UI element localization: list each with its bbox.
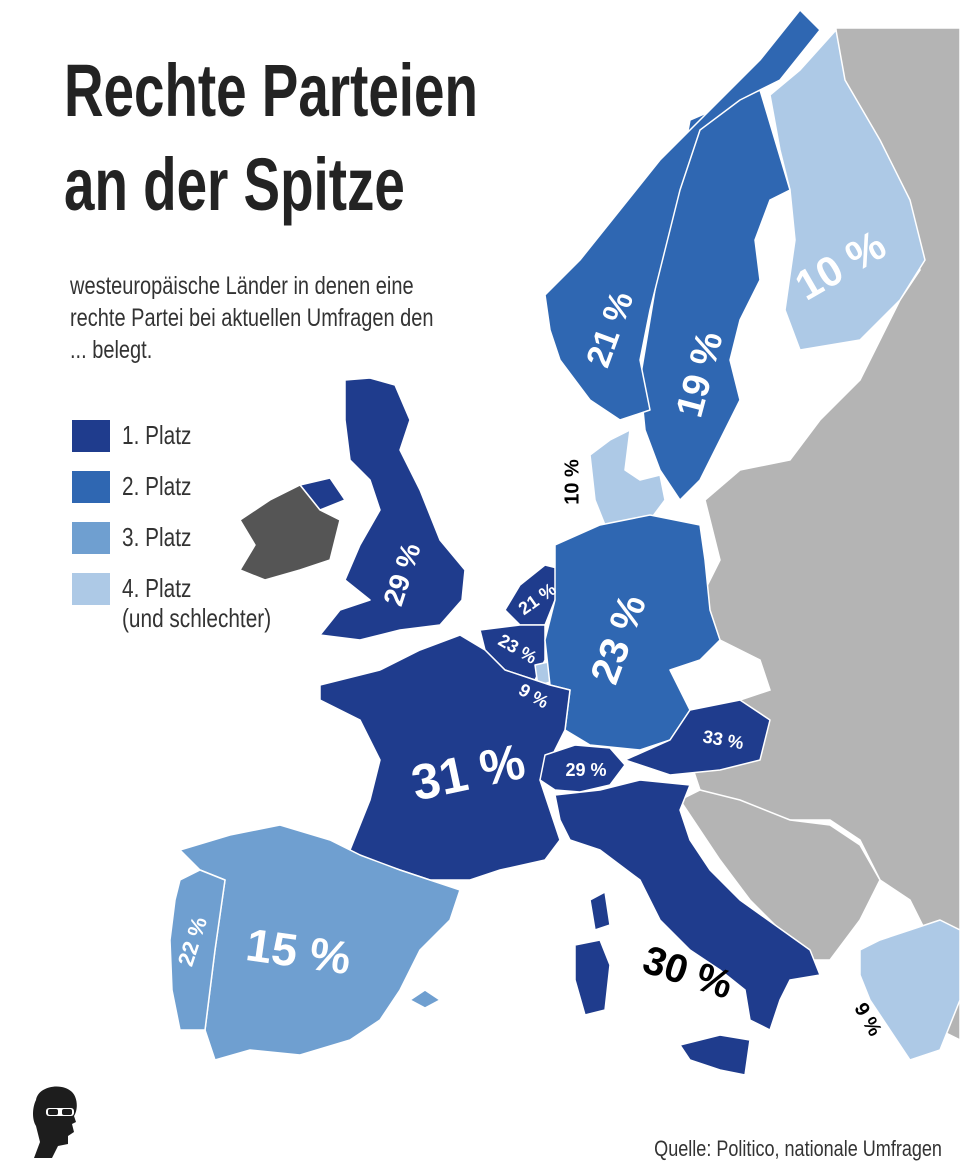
- legend-item-2: 2. Platz: [72, 471, 382, 522]
- legend: 1. Platz 2. Platz 3. Platz 4. Platz (und…: [72, 420, 382, 633]
- country-italy: [554, 779, 821, 1076]
- country-switzerland: [539, 744, 626, 793]
- legend-swatch-4: [72, 573, 110, 605]
- label-switzerland: 29 %: [565, 760, 606, 780]
- legend-label-4: 4. Platz (und schlechter): [122, 573, 272, 633]
- country-austria: [624, 699, 771, 776]
- legend-swatch-3: [72, 522, 110, 554]
- legend-label-1: 1. Platz: [122, 420, 192, 450]
- subtitle: westeuropäische Länder in denen eine rec…: [70, 272, 434, 364]
- legend-item-4: 4. Platz (und schlechter): [72, 573, 382, 633]
- page-title: Rechte Parteien an der Spitze: [64, 49, 478, 226]
- label-denmark: 10 %: [561, 459, 583, 505]
- country-denmark: [589, 429, 666, 531]
- country-france: [319, 634, 571, 881]
- legend-item-3: 3. Platz: [72, 522, 382, 573]
- legend-label-3: 3. Platz: [122, 522, 192, 552]
- legend-swatch-2: [72, 471, 110, 503]
- legend-label-2: 2. Platz: [122, 471, 192, 501]
- country-spain: [179, 824, 461, 1061]
- balkans-region: [678, 789, 881, 961]
- face-with-sunglasses-icon: [33, 1086, 77, 1158]
- country-greece: [859, 919, 960, 1061]
- legend-item-1: 1. Platz: [72, 420, 382, 471]
- country-norway: [544, 9, 821, 421]
- legend-swatch-1: [72, 420, 110, 452]
- country-ireland: [239, 484, 341, 581]
- country-sweden: [639, 89, 791, 501]
- country-portugal: [169, 869, 226, 1031]
- source-note: Quelle: Politico, nationale Umfragen: [654, 1136, 942, 1161]
- country-finland: [769, 29, 926, 351]
